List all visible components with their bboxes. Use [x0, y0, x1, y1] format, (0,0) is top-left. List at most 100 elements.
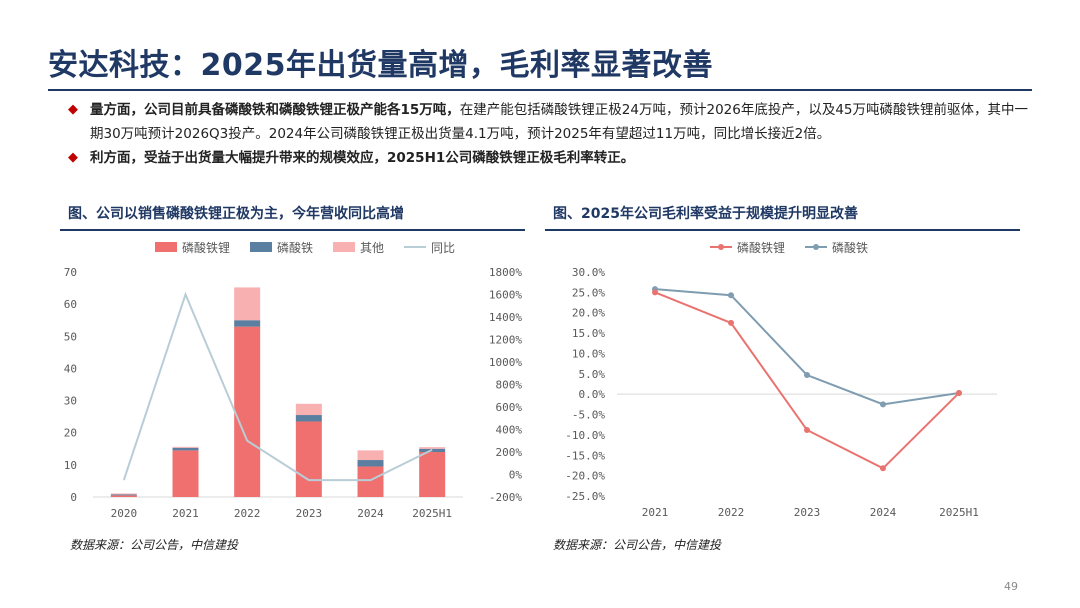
series-line-1 — [654, 288, 960, 406]
bullet-item-volume: ◆ 量方面，公司目前具备磷酸铁和磷酸铁锂正极产能各15万吨，在建产能包括磷酸铁锂… — [68, 98, 1028, 146]
right-y-tick-label: 1800% — [489, 266, 522, 279]
bar-segment — [110, 494, 137, 496]
legend-label-0: 磷酸铁锂 — [182, 240, 230, 255]
y-tick-label: 10.0% — [572, 347, 605, 360]
left-y-tick-label: 50 — [64, 330, 77, 343]
right-y-tick-label: 200% — [496, 446, 523, 459]
y-tick-label: 30.0% — [572, 266, 605, 279]
y-tick-label: 5.0% — [579, 368, 606, 381]
right-chart-title: 图、2025年公司毛利率受益于规模提升明显改善 — [553, 206, 858, 222]
bullet-volume-bold: 量方面，公司目前具备磷酸铁和磷酸铁锂正极产能各15万吨， — [90, 102, 460, 118]
bar-segment — [234, 320, 261, 327]
left-y-tick-label: 30 — [64, 395, 77, 408]
series-point-0 — [956, 389, 962, 396]
legend-swatch-0 — [155, 242, 177, 252]
right-y-tick-label: 1000% — [489, 356, 522, 369]
series-point-0 — [652, 289, 658, 296]
series-line-0 — [654, 291, 960, 470]
series-point-0 — [728, 319, 734, 326]
x-tick-label: 2023 — [296, 507, 323, 520]
right-y-tick-label: 0% — [509, 469, 523, 482]
x-tick-label: 2022 — [718, 506, 745, 519]
bar-segment — [234, 326, 261, 497]
bar-segment — [172, 446, 199, 448]
left-chart-source: 数据来源：公司公告，中信建投 — [70, 538, 239, 552]
diamond-bullet-icon: ◆ — [68, 102, 78, 117]
right-y-tick-label: 1200% — [489, 334, 522, 347]
y-tick-label: -25.0% — [565, 490, 605, 503]
y-tick-label: 20.0% — [572, 307, 605, 320]
legend-swatch-2 — [333, 242, 355, 252]
x-tick-label: 2025H1 — [939, 506, 979, 519]
series-point-0 — [804, 427, 810, 434]
title-divider — [48, 89, 1032, 91]
left-chart-divider — [60, 229, 525, 231]
x-tick-label: 2024 — [357, 507, 384, 520]
left-y-tick-label: 40 — [64, 362, 77, 375]
legend-label-2: 其他 — [360, 241, 384, 255]
bullet-item-margin: ◆ 利方面，受益于出货量大幅提升带来的规模效应，2025H1公司磷酸铁锂正极毛利… — [68, 146, 1028, 170]
bar-segment — [110, 493, 137, 495]
series-point-1 — [804, 372, 810, 379]
left-y-tick-label: 10 — [64, 459, 77, 472]
right-y-tick-label: -200% — [489, 491, 522, 504]
bar-segment — [295, 403, 322, 416]
page-number: 49 — [1004, 580, 1018, 593]
y-tick-label: 25.0% — [572, 286, 605, 299]
bullet-list: ◆ 量方面，公司目前具备磷酸铁和磷酸铁锂正极产能各15万吨，在建产能包括磷酸铁锂… — [68, 98, 1028, 170]
bar-segment — [357, 460, 384, 467]
y-tick-label: -15.0% — [565, 449, 605, 462]
right-chart-divider — [545, 229, 1020, 231]
legend-marker-0 — [718, 244, 724, 250]
x-tick-label: 2024 — [870, 506, 897, 519]
x-tick-label: 2025H1 — [412, 507, 452, 520]
y-tick-label: -10.0% — [565, 429, 605, 442]
bar-segment — [357, 450, 384, 461]
legend-label-0: 磷酸铁锂 — [737, 240, 785, 255]
x-tick-label: 2021 — [642, 506, 669, 519]
right-y-tick-label: 600% — [496, 401, 523, 414]
bar-segment — [172, 450, 199, 497]
bar-segment — [419, 447, 446, 449]
diamond-bullet-icon: ◆ — [68, 150, 78, 165]
page-title: 安达科技：2025年出货量高增，毛利率显著改善 — [48, 48, 713, 83]
left-y-tick-label: 60 — [64, 298, 77, 311]
y-tick-label: -20.0% — [565, 470, 605, 483]
legend-swatch-1 — [250, 242, 272, 252]
x-tick-label: 2022 — [234, 507, 261, 520]
right-y-tick-label: 800% — [496, 379, 523, 392]
yoy-line — [122, 291, 433, 482]
revenue-combo-chart: 磷酸铁锂 磷酸铁 其他 同比 0 10 20 30 40 50 60 70 -200% 0% 200% 400… — [64, 240, 523, 520]
x-tick-label: 2021 — [172, 507, 199, 520]
bullet-margin-bold: 利方面，受益于出货量大幅提升带来的规模效应，2025H1公司磷酸铁锂正极毛利率转… — [90, 150, 635, 166]
right-y-tick-label: 1400% — [489, 311, 522, 324]
y-tick-label: 15.0% — [572, 327, 605, 340]
y-tick-label: -5.0% — [572, 409, 605, 422]
left-y-tick-label: 70 — [64, 266, 77, 279]
series-point-1 — [880, 401, 886, 408]
y-tick-label: 0.0% — [579, 388, 606, 401]
series-point-1 — [728, 292, 734, 299]
right-y-tick-label: 400% — [496, 424, 523, 437]
legend-marker-1 — [813, 244, 819, 250]
left-y-tick-label: 20 — [64, 427, 77, 440]
bar-segment — [172, 447, 199, 451]
legend-label-1: 磷酸铁 — [277, 240, 313, 255]
right-chart-source: 数据来源：公司公告，中信建投 — [553, 538, 722, 552]
x-tick-label: 2023 — [794, 506, 821, 519]
x-tick-label: 2020 — [111, 507, 138, 520]
left-y-tick-label: 0 — [70, 491, 77, 504]
bar-segment — [110, 495, 137, 497]
left-chart-title: 图、公司以销售磷酸铁锂正极为主，今年营收同比高增 — [68, 206, 404, 222]
bar-segment — [234, 287, 261, 321]
gross-margin-line-chart: 磷酸铁锂 磷酸铁 30.0% 25.0% 20.0% 15.0% 10.0% 5.0% 0.0%… — [565, 240, 997, 519]
legend-label-1: 磷酸铁 — [832, 240, 868, 255]
right-y-tick-label: 1600% — [489, 289, 522, 302]
title-bar: 安达科技：2025年出货量高增，毛利率显著改善 — [48, 44, 1032, 88]
legend-label-yoy: 同比 — [431, 241, 455, 255]
bullet-volume-text: 在建产能包括磷酸铁锂正极24万吨，预计2026年底投产，以及45万吨磷酸铁锂前驱… — [90, 102, 1029, 142]
bar-segment — [419, 452, 446, 497]
bar-segment — [357, 466, 384, 497]
series-point-0 — [880, 465, 886, 472]
bar-segment — [295, 415, 322, 422]
